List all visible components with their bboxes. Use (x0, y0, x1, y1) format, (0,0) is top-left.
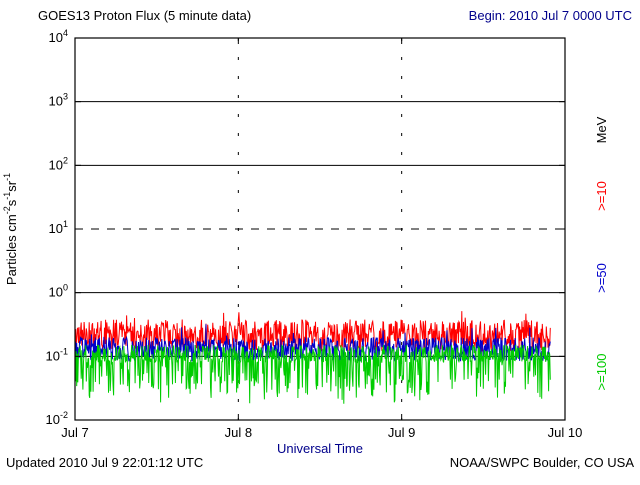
series-line--10-mev-protons (74, 311, 551, 353)
y-tick-label: 103 (49, 92, 68, 109)
x-tick-label: Jul 10 (548, 425, 583, 440)
y-tick-label: 104 (49, 28, 68, 45)
right-axis-series-label: >=100 (594, 354, 609, 391)
updated-timestamp-label: Updated 2010 Jul 9 22:01:12 UTC (6, 455, 204, 470)
y-tick-label: 102 (49, 155, 68, 172)
y-axis-title: Particles cm-2s-1sr-1 (2, 173, 19, 285)
begin-timestamp-label: Begin: 2010 Jul 7 0000 UTC (468, 8, 632, 23)
series-line--50-mev-protons (74, 324, 551, 363)
x-tick-label: Jul 8 (225, 425, 252, 440)
y-tick-label: 10-2 (46, 410, 68, 427)
series-line--100-mev-protons (74, 344, 551, 404)
x-tick-label: Jul 9 (388, 425, 415, 440)
y-tick-label: 101 (49, 219, 68, 236)
chart-title: GOES13 Proton Flux (5 minute data) (38, 8, 252, 23)
x-axis-title: Universal Time (277, 441, 363, 456)
right-axis-series-label: >=50 (594, 263, 609, 293)
x-tick-label: Jul 7 (61, 425, 88, 440)
y-tick-label: 10-1 (46, 346, 68, 363)
y-tick-label: 100 (49, 283, 68, 300)
right-axis-series-label: >=10 (594, 181, 609, 211)
noaa-swpc-credit-label: NOAA/SWPC Boulder, CO USA (449, 455, 634, 470)
right-axis-unit-label: MeV (594, 116, 609, 143)
